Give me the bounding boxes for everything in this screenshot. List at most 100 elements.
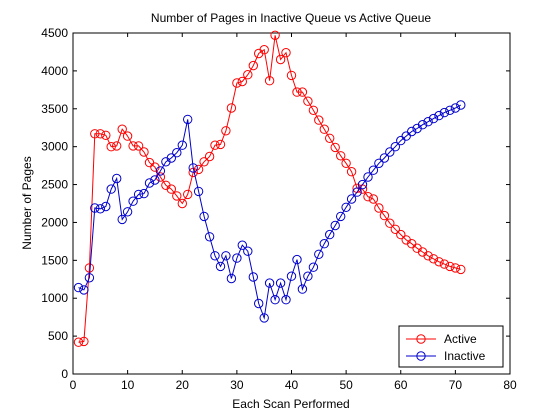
data-point-inactive (319, 239, 329, 249)
data-point-inactive (177, 140, 188, 150)
data-point-active (346, 167, 357, 177)
data-point-active (270, 30, 280, 40)
data-point-inactive (303, 271, 313, 281)
legend-active-marker (416, 334, 426, 344)
x-tick-label: 50 (339, 378, 353, 392)
data-point-inactive (101, 201, 111, 212)
series-inactive (73, 100, 466, 323)
data-point-active (445, 261, 455, 272)
data-point-inactive (232, 253, 242, 263)
y-tick-label: 4500 (41, 26, 68, 40)
data-point-inactive (199, 211, 209, 222)
plot-area (72, 32, 511, 375)
series-layer (73, 30, 466, 347)
data-point-inactive (144, 178, 155, 188)
data-point-inactive (133, 189, 144, 200)
data-point-inactive (352, 187, 362, 197)
data-point-active (139, 147, 149, 157)
data-point-inactive (297, 284, 308, 294)
data-point-inactive (270, 295, 280, 305)
data-point-inactive (112, 173, 122, 184)
x-tick-label: 60 (394, 378, 408, 392)
data-point-active (341, 158, 351, 169)
data-point-inactive (204, 232, 215, 242)
data-point-inactive (117, 214, 127, 225)
data-point-active (237, 76, 248, 87)
data-point-active (374, 203, 384, 213)
legend-inactive-label: Inactive (444, 349, 486, 363)
x-tick-label: 80 (503, 378, 517, 392)
data-point-inactive (210, 251, 220, 261)
data-point-active (183, 189, 193, 200)
data-point-active (122, 131, 133, 141)
x-tick-label: 20 (176, 378, 190, 392)
data-point-active (281, 48, 291, 58)
data-point-inactive (330, 220, 340, 231)
x-tick-label: 10 (121, 378, 135, 392)
data-point-inactive (314, 249, 324, 260)
x-tick-label: 30 (230, 378, 244, 392)
data-point-inactive (106, 184, 116, 194)
axis-ticks: 0 10 20 30 40 50 60 70 80 0 500 1000 1500 2000 2500 300… (41, 26, 517, 392)
data-point-inactive (193, 186, 204, 197)
y-tick-label: 2000 (41, 215, 68, 229)
data-point-active (101, 130, 111, 141)
y-tick-label: 1500 (41, 253, 68, 267)
series-line-inactive (78, 104, 462, 320)
data-point-active (243, 70, 253, 80)
x-tick-label: 70 (449, 378, 463, 392)
data-point-active (210, 140, 220, 150)
x-tick-label: 40 (285, 378, 299, 392)
data-point-inactive (221, 251, 231, 261)
data-point-active (456, 264, 466, 275)
y-tick-label: 1000 (41, 291, 68, 305)
data-point-active (336, 151, 346, 161)
series-line-active (78, 35, 461, 343)
data-point-inactive (259, 313, 269, 323)
data-point-inactive (183, 114, 193, 125)
data-point-active (226, 103, 237, 113)
data-point-active (90, 129, 100, 139)
data-point-active (95, 129, 106, 139)
data-point-inactive (150, 175, 160, 185)
data-point-active (264, 76, 275, 86)
data-point-inactive (385, 147, 395, 157)
data-point-inactive (84, 273, 95, 283)
data-point-inactive (401, 131, 411, 141)
data-point-inactive (243, 246, 253, 256)
data-point-active (259, 45, 269, 55)
data-point-active (363, 192, 373, 202)
legend: Active Inactive (398, 325, 504, 368)
data-point-inactive (439, 107, 450, 118)
data-point-inactive (423, 117, 433, 127)
data-point-active (215, 139, 226, 150)
data-point-inactive (450, 103, 461, 113)
data-point-inactive (286, 271, 297, 281)
data-point-inactive (336, 211, 346, 222)
data-point-inactive (325, 229, 335, 240)
data-point-active (434, 257, 444, 267)
data-point-active (303, 96, 313, 106)
data-point-inactive (390, 142, 400, 152)
data-point-inactive (417, 120, 428, 130)
data-point-inactive (363, 172, 373, 182)
data-point-inactive (215, 261, 226, 272)
data-point-inactive (445, 105, 455, 116)
data-point-active (221, 126, 231, 136)
data-point-inactive (281, 295, 291, 305)
data-point-active (314, 115, 324, 125)
data-point-active (133, 141, 144, 151)
data-point-inactive (79, 285, 89, 295)
data-point-inactive (346, 194, 357, 204)
data-point-inactive (172, 148, 182, 158)
data-point-active (308, 105, 319, 116)
data-point-active (368, 194, 379, 204)
data-point-active (450, 263, 461, 273)
data-point-active (286, 70, 297, 81)
data-point-inactive (188, 163, 198, 173)
data-point-inactive (166, 153, 177, 163)
series-active (73, 30, 466, 347)
data-point-active (106, 142, 116, 152)
data-point-inactive (248, 272, 259, 282)
